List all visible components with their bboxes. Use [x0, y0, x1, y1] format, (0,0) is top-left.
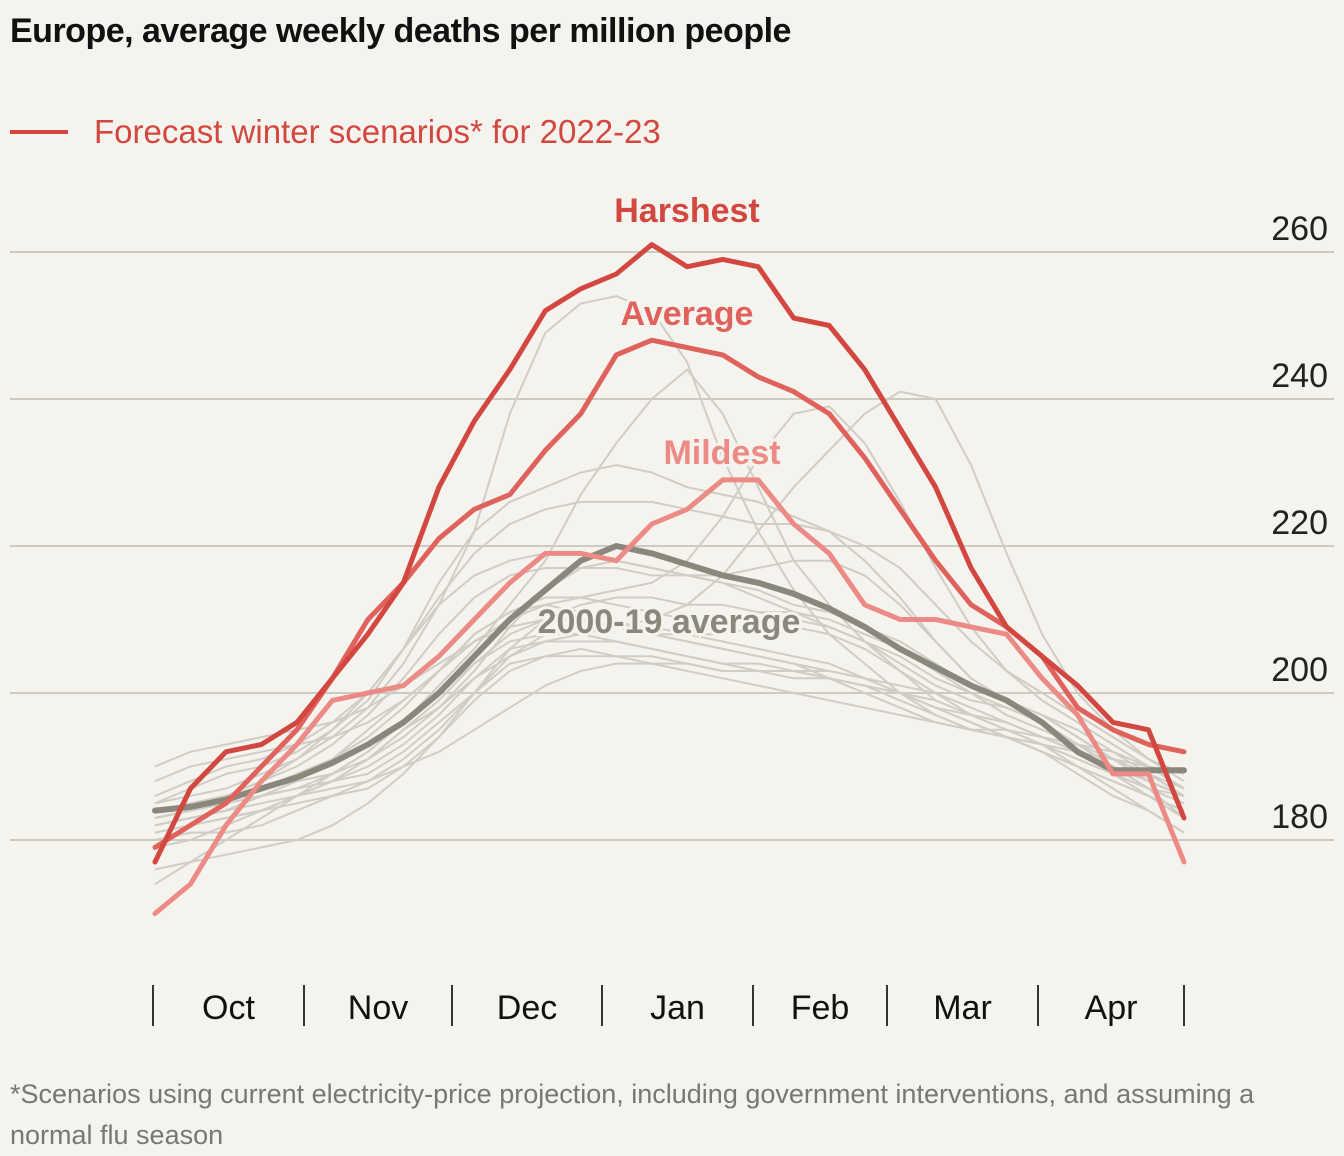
historical-year-line-15: [154, 596, 1185, 819]
series-label-average: Average: [621, 295, 754, 333]
historical-year-lines: [154, 295, 1185, 885]
scenario-lines: [152, 242, 1187, 916]
historical-year-line-20: [154, 618, 1185, 849]
x-tick-label-nov: Nov: [348, 989, 408, 1027]
series-line-harshest: [152, 242, 1187, 865]
series-label-harshest: Harshest: [614, 192, 760, 230]
x-tick-label-apr: Apr: [1085, 989, 1138, 1027]
series-line-2000-19-average: [152, 543, 1187, 814]
x-tick-label-oct: Oct: [202, 989, 255, 1027]
legend-label: Forecast winter scenarios* for 2022-23: [94, 113, 661, 150]
y-tick-label: 200: [1271, 651, 1328, 689]
historical-year-line-17: [154, 633, 1185, 885]
y-tick-label: 260: [1271, 210, 1328, 248]
y-tick-label: 240: [1271, 357, 1328, 395]
x-tick-label-mar: Mar: [933, 989, 992, 1027]
series-label-mildest: Mildest: [663, 434, 780, 472]
chart-title: Europe, average weekly deaths per millio…: [10, 12, 791, 50]
x-tick-label-dec: Dec: [497, 989, 557, 1027]
legend: Forecast winter scenarios* for 2022-23: [10, 112, 661, 152]
x-axis: Oct Nov Dec Jan Feb Mar Apr: [152, 985, 1185, 1027]
footnote: *Scenarios using current electricity-pri…: [10, 1079, 1255, 1150]
gridlines: [10, 251, 1334, 841]
x-tick-label-feb: Feb: [791, 989, 850, 1027]
historical-year-line-19: [154, 618, 1185, 775]
series-line-mildest: [152, 477, 1187, 916]
historical-year-line-16: [154, 655, 1185, 871]
y-tick-label: 180: [1271, 798, 1328, 836]
legend-swatch: [10, 130, 68, 134]
y-tick-label: 220: [1271, 504, 1328, 542]
series-label-2000-19-average: 2000-19 average: [538, 603, 801, 641]
y-axis-ticks: 180 200 220 240 260: [1271, 210, 1328, 836]
historical-year-line-7: [154, 596, 1185, 834]
line-chart: Harshest Average Mildest 2000-19 average 18…: [10, 189, 1334, 1027]
x-tick-label-jan: Jan: [650, 989, 705, 1027]
series-labels: Harshest Average Mildest 2000-19 average: [535, 189, 804, 644]
